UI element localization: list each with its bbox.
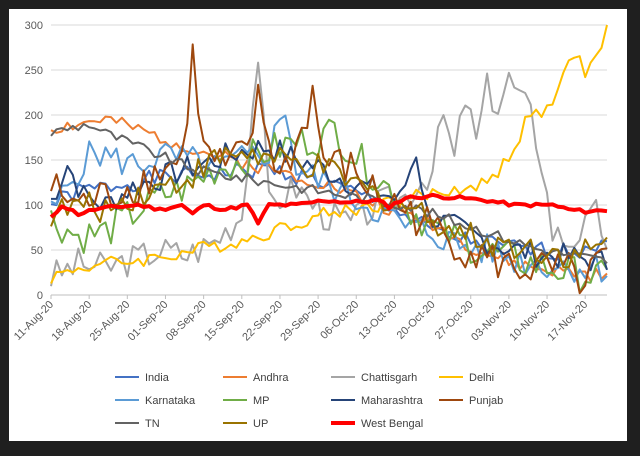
x-tick-label: 22-Sep-20 xyxy=(240,299,285,344)
legend-label: UP xyxy=(253,418,268,430)
y-tick-label: 50 xyxy=(31,245,43,257)
y-tick-label: 0 xyxy=(37,290,43,302)
series-line-delhi xyxy=(50,24,608,284)
series-lines xyxy=(49,24,608,295)
x-tick-label: 17-Nov-20 xyxy=(546,299,591,344)
x-tick-label: 18-Aug-20 xyxy=(49,299,94,344)
legend: India Andhra Chattisgarh Delhi Karnataka MP Ma… xyxy=(115,372,503,430)
x-axis: 11-Aug-2018-Aug-2025-Aug-2001-Sep-2008-S… xyxy=(12,294,607,344)
series-line-karnataka xyxy=(50,114,608,283)
series-line-tn xyxy=(50,123,608,264)
legend-label: Karnataka xyxy=(145,395,196,407)
legend-label: Andhra xyxy=(253,372,289,384)
x-tick-label: 01-Sep-20 xyxy=(126,299,171,344)
legend-label: India xyxy=(145,372,170,384)
legend-label: MP xyxy=(253,395,270,407)
series-line-punjab xyxy=(50,43,608,295)
x-tick-label: 13-Oct-20 xyxy=(356,299,399,342)
y-tick-label: 250 xyxy=(25,65,43,77)
y-tick-label: 100 xyxy=(25,200,43,212)
legend-label: West Bengal xyxy=(361,418,423,430)
x-tick-label: 15-Sep-20 xyxy=(202,299,247,344)
legend-label: Delhi xyxy=(469,372,494,384)
x-tick-label: 25-Aug-20 xyxy=(88,299,133,344)
line-chart: 0 50 100 150 200 250 300 11-Aug-2018-Aug-2025-… xyxy=(12,20,608,430)
chart-card: 0 50 100 150 200 250 300 11-Aug-20 18-Aug-20 25-… xyxy=(9,9,627,441)
y-tick-label: 150 xyxy=(25,155,43,167)
y-tick-label: 300 xyxy=(25,20,43,32)
legend-label: Chattisgarh xyxy=(361,372,417,384)
series-line-maharashtra xyxy=(51,139,608,272)
x-tick-label: 06-Oct-20 xyxy=(318,299,361,342)
legend-label: Punjab xyxy=(469,395,503,407)
series-line-west-bengal xyxy=(49,192,608,226)
x-tick-label: 20-Oct-20 xyxy=(395,299,438,342)
x-tick-label: 08-Sep-20 xyxy=(164,299,209,344)
series-line-chattisgarh xyxy=(50,61,608,287)
series-line-india xyxy=(50,162,608,261)
series-line-up xyxy=(50,146,608,269)
x-tick-label: 10-Nov-20 xyxy=(507,299,552,344)
y-axis: 0 50 100 150 200 250 300 xyxy=(25,20,43,302)
x-tick-label: 29-Sep-20 xyxy=(278,299,323,344)
legend-label: Maharashtra xyxy=(361,395,424,407)
x-tick-label: 03-Nov-20 xyxy=(469,299,514,344)
legend-label: TN xyxy=(145,418,160,430)
y-tick-label: 200 xyxy=(25,110,43,122)
